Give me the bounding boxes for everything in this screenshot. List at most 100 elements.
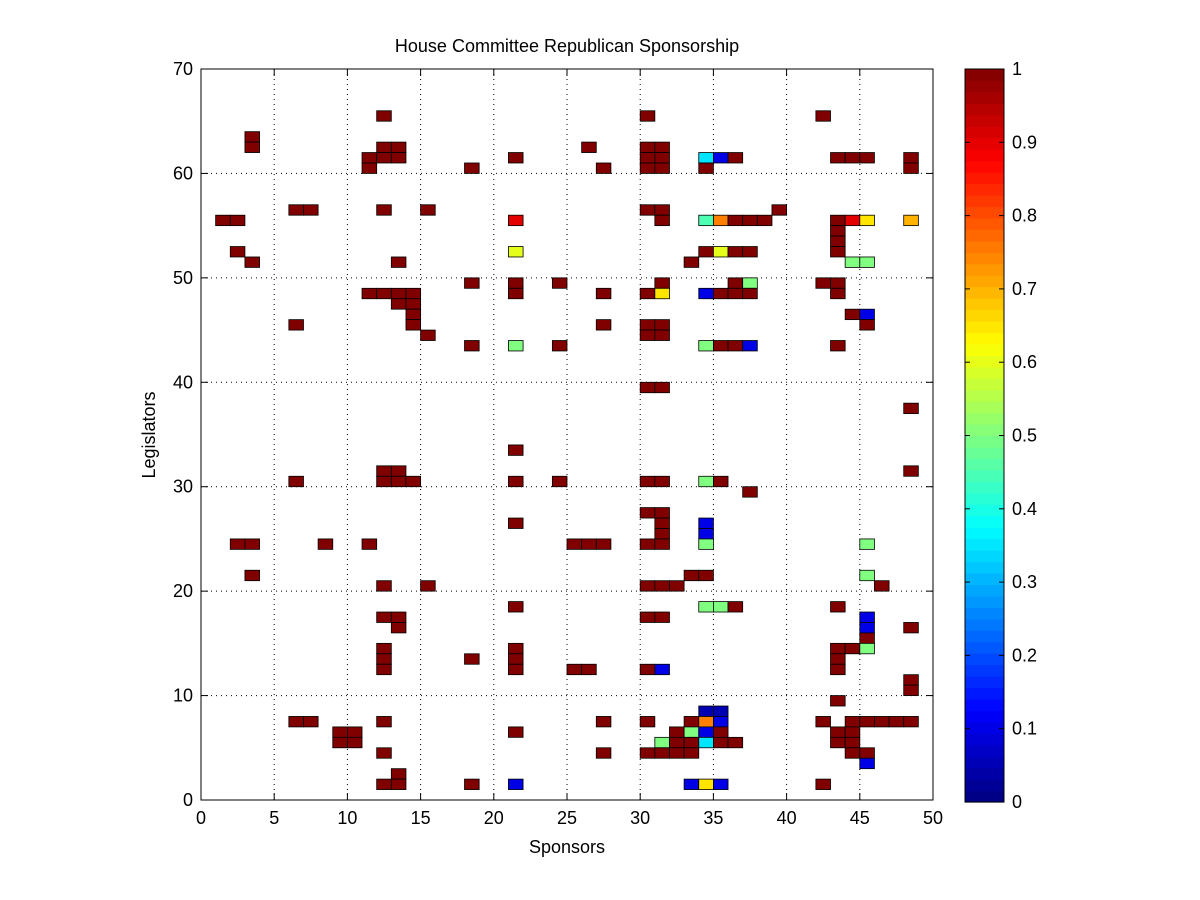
heatmap-cell [698,287,714,300]
heatmap-cell [376,141,392,153]
heatmap-cell [713,214,729,227]
heatmap-cell [830,287,846,300]
heatmap-cell [713,705,729,717]
heatmap-cell [639,287,656,300]
heatmap-cell [683,256,700,268]
heatmap-cell [376,204,392,216]
heatmap-cell [420,580,436,592]
heatmap-cell [654,507,670,519]
heatmap-cell [698,736,714,749]
heatmap-cell [654,517,670,529]
heatmap-cell [551,475,568,488]
heatmap-cell [376,110,392,122]
heatmap-cell [727,340,744,352]
colorbar-band [965,286,1004,299]
colorbar-band [965,69,1004,82]
heatmap-cell [654,277,670,289]
heatmap-cell [288,475,304,488]
heatmap-cell [464,653,480,665]
heatmap-cell [361,287,378,300]
heatmap-cell [390,152,407,164]
x-tick-label: 25 [557,808,577,828]
heatmap-cell [713,287,729,300]
heatmap-cell [830,277,846,289]
heatmap-cell [859,256,875,268]
heatmap-cells [215,110,919,790]
heatmap-cell [244,141,260,153]
heatmap-cell [464,162,480,174]
heatmap-cell [683,569,700,582]
heatmap-cell [639,538,656,550]
heatmap-cell [332,736,348,749]
colorbar-band [965,172,1004,185]
heatmap-cell [376,653,392,665]
heatmap-cell [815,778,831,790]
heatmap-cell [361,152,378,164]
heatmap-cell [698,528,714,540]
colorbar-band [965,744,1004,757]
heatmap-cell [288,716,304,728]
heatmap-cell [420,204,436,216]
colorbar-band [965,698,1004,711]
heatmap-cell [844,308,861,321]
heatmap-cell [654,538,670,550]
heatmap-cell [639,611,656,623]
heatmap-cell [595,287,612,300]
colorbar-band [965,687,1004,700]
heatmap-cell [346,726,363,738]
colorbar-band [965,194,1004,208]
colorbar-band [965,91,1004,104]
heatmap-cell [390,465,407,477]
heatmap-cell [859,632,875,644]
heatmap-cell [844,736,861,749]
heatmap-cell [713,340,729,352]
colorbar-band [965,343,1004,356]
heatmap-cell [639,319,656,331]
colorbar-band [965,584,1004,597]
heatmap-cell [639,204,656,216]
heatmap-cell [698,705,714,717]
y-tick-label: 70 [173,59,193,79]
heatmap-cell [727,214,744,227]
heatmap-cell [830,663,846,676]
heatmap-cell [815,110,831,122]
colorbar-band [965,160,1004,173]
colorbar-band [965,710,1004,723]
heatmap-cell [727,152,744,164]
y-axis-ticks: 0 10 20 30 40 50 60 70 [173,59,933,810]
heatmap-cell [508,214,524,227]
heatmap-cell [742,287,758,300]
heatmap-cell [830,601,846,613]
colorbar-tick-label: 0.2 [1012,645,1037,665]
x-tick-label: 10 [337,808,357,828]
heatmap-cell [713,736,729,749]
heatmap-cell [669,736,685,749]
heatmap-cell [669,580,685,592]
colorbar-band [965,767,1004,780]
colorbar-band [965,527,1004,540]
heatmap-cell [405,298,421,310]
heatmap-cell [698,778,714,790]
heatmap-cell [698,152,714,164]
heatmap-cell [654,475,670,488]
heatmap-cell [713,475,729,488]
heatmap-cell [508,517,524,529]
heatmap-cell [361,162,378,174]
colorbar-band [965,320,1004,334]
colorbar-band [965,183,1004,196]
heatmap-cell [654,152,670,164]
heatmap-cell [332,726,348,738]
heatmap-cell [595,716,612,728]
heatmap-cell [376,287,392,300]
colorbar-band [965,137,1004,150]
heatmap-cell [376,152,392,164]
heatmap-cell [229,214,246,227]
x-tick-label: 0 [196,808,206,828]
heatmap-cell [903,402,919,415]
colorbar-band [965,550,1004,563]
heatmap-cell [639,152,656,164]
y-axis-label: Legislators [139,391,159,478]
heatmap-cell [698,538,714,550]
y-tick-label: 50 [173,268,193,288]
colorbar-band [965,481,1004,494]
